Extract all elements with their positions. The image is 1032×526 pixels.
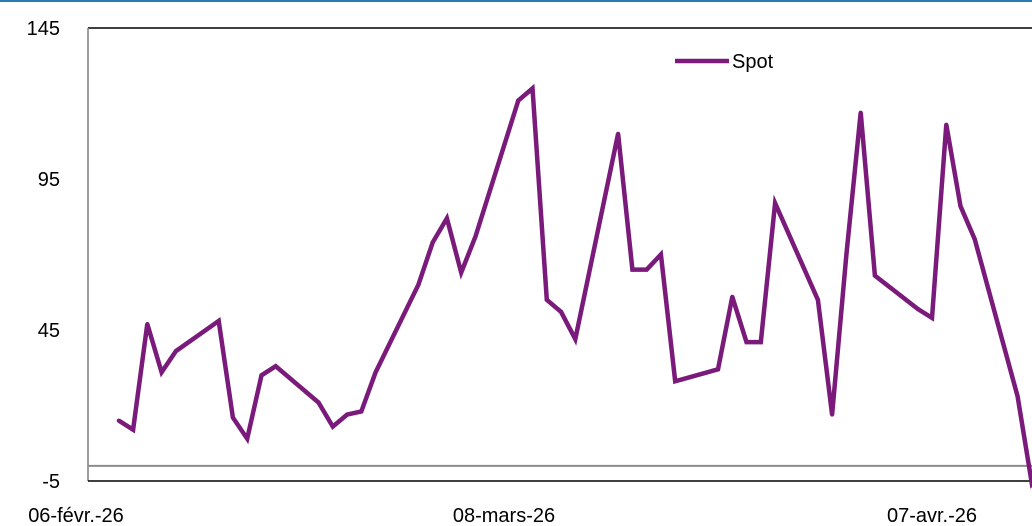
spot-data-point: [630, 267, 635, 272]
spot-data-point: [930, 315, 934, 320]
y-tick-label: 45: [38, 320, 60, 342]
spot-data-point: [516, 98, 521, 103]
spot-data-point: [131, 427, 136, 432]
spot-data-point: [259, 373, 264, 378]
spot-data-point: [744, 340, 749, 345]
spot-data-point: [159, 370, 164, 375]
spot-data-point: [444, 216, 449, 221]
spot-data-point: [345, 412, 350, 417]
spot-data-point: [972, 237, 977, 242]
spot-data-point: [416, 282, 421, 287]
spot-data-point: [958, 204, 963, 209]
spot-data-point: [173, 349, 178, 354]
spot-data-point: [716, 367, 720, 372]
spot-data-point: [758, 340, 763, 345]
y-tick-label: 145: [27, 18, 60, 40]
spot-data-point: [230, 415, 235, 420]
legend-label-spot: Spot: [732, 51, 774, 73]
y-axis-ticks: 145 95 45 -5: [27, 18, 60, 493]
spot-data-point: [673, 379, 678, 384]
x-tick-label: 07-avr.-26: [887, 505, 977, 526]
x-tick-label: 06-févr.-26: [28, 505, 124, 526]
spot-data-point: [872, 273, 877, 278]
spot-data-point: [616, 131, 621, 136]
spot-data-point: [245, 436, 250, 441]
spot-data-point: [573, 337, 578, 342]
spot-data-point: [330, 424, 335, 429]
spot-data-point: [145, 322, 150, 326]
spot-data-point: [915, 306, 920, 311]
spot-data-point: [430, 240, 435, 245]
spot-data-point: [459, 270, 464, 275]
y-tick-label: 95: [38, 169, 60, 191]
spot-data-point: [544, 297, 549, 302]
y-tick-label: -5: [42, 471, 60, 493]
spot-data-point: [216, 318, 221, 323]
spot-data-point: [658, 252, 663, 257]
x-tick-label: 08-mars-26: [453, 505, 555, 526]
spot-data-point: [530, 86, 535, 91]
spot-data-point: [273, 364, 278, 369]
x-axis-ticks: 06-févr.-26 08-mars-26 07-avr.-26: [28, 505, 977, 526]
spot-data-point: [830, 412, 835, 417]
spot-data-point: [644, 267, 649, 272]
spot-data-point: [944, 122, 949, 127]
spot-data-point: [559, 309, 564, 314]
spot-data-point: [1029, 482, 1032, 486]
spot-series-line: [117, 83, 1032, 489]
spot-data-point: [773, 201, 778, 206]
legend: Spot: [675, 51, 774, 73]
spot-series-points: [116, 86, 1032, 486]
spot-data-point: [1015, 394, 1020, 399]
spot-data-point: [316, 400, 321, 405]
spot-data-point: [373, 370, 378, 375]
spot-data-point: [473, 234, 478, 239]
spot-data-point: [815, 297, 820, 302]
spot-data-point: [858, 110, 863, 115]
spot-data-point: [116, 418, 121, 423]
spot-data-point: [730, 294, 735, 299]
spot-data-point: [844, 252, 849, 257]
spot-data-point: [359, 409, 364, 414]
